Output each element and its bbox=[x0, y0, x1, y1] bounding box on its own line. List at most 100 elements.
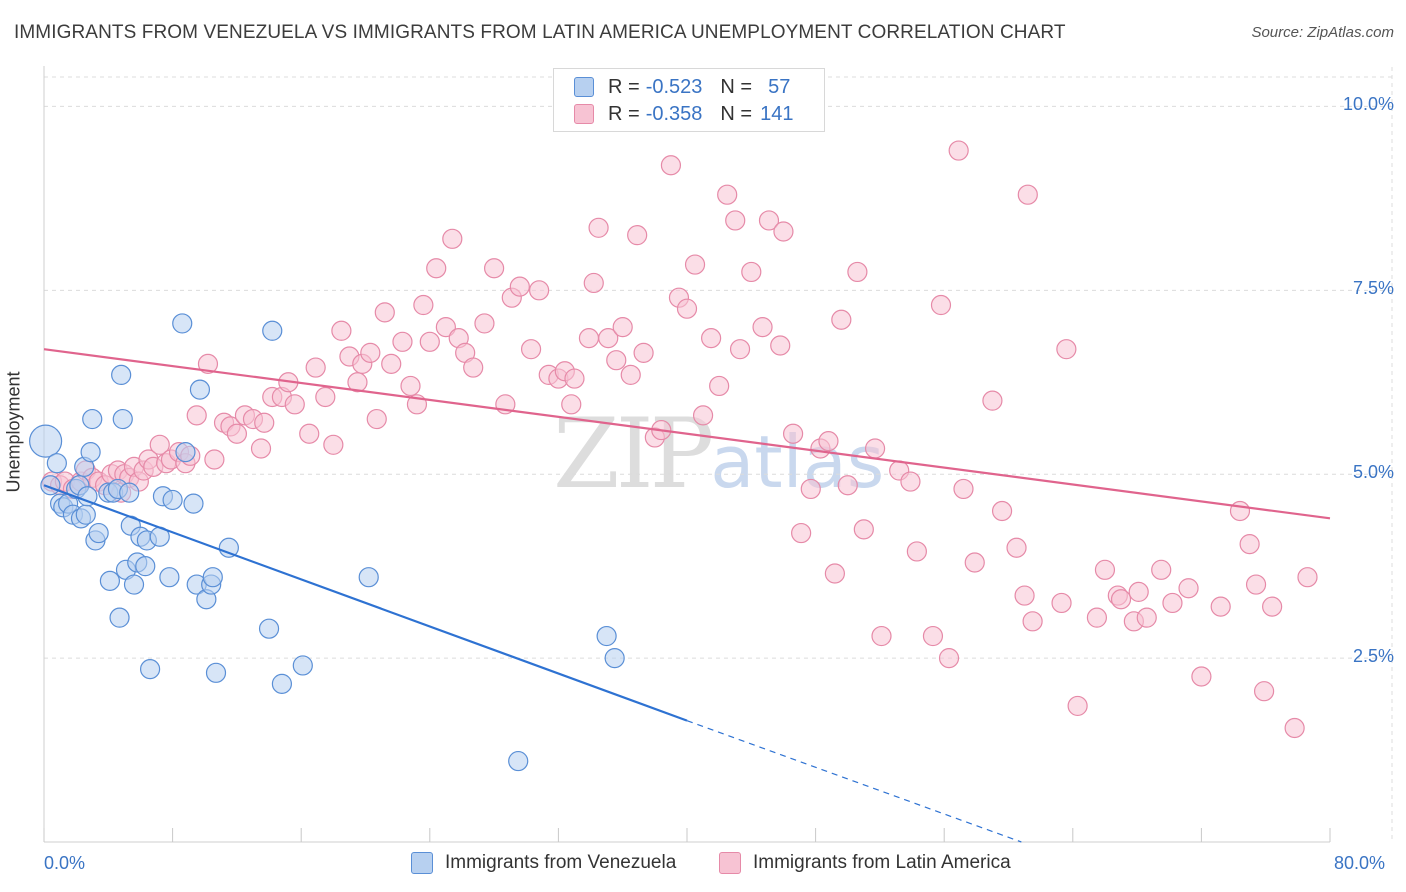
latin-america-point bbox=[725, 210, 746, 231]
latin-america-point bbox=[709, 375, 730, 397]
latin-america-point bbox=[305, 357, 326, 378]
legend-n-label: N = bbox=[720, 102, 753, 125]
latin-america-point bbox=[692, 405, 714, 426]
latin-america-point bbox=[864, 438, 886, 459]
watermark-zip: ZIP bbox=[553, 398, 714, 510]
latin-america-point bbox=[831, 309, 852, 330]
latin-america-point bbox=[1253, 681, 1275, 702]
y-tick-label: 5.0% bbox=[1352, 462, 1394, 483]
latin-america-point bbox=[1210, 596, 1231, 617]
latin-america-point bbox=[442, 228, 463, 249]
venezuela-point bbox=[508, 750, 529, 772]
venezuela-point bbox=[205, 662, 227, 683]
x-tick-label-min: 0.0% bbox=[44, 853, 86, 873]
venezuela-point bbox=[40, 475, 61, 496]
latin-america-point bbox=[1128, 581, 1149, 603]
latin-america-point bbox=[620, 364, 641, 386]
latin-america-point bbox=[435, 316, 456, 338]
latin-america-point bbox=[922, 625, 944, 647]
latin-america-point bbox=[906, 541, 927, 562]
venezuela-point bbox=[111, 364, 132, 386]
venezuela-point bbox=[172, 313, 193, 334]
venezuela-point bbox=[596, 625, 617, 647]
latin-america-point bbox=[1006, 537, 1027, 558]
legend-r-value: -0.523 bbox=[645, 75, 703, 98]
latin-america-point bbox=[770, 335, 791, 356]
latin-america-point bbox=[930, 294, 952, 316]
legend-item-venezuela[interactable]: Immigrants from Venezuela bbox=[411, 852, 676, 874]
x-tick-label-max: 80.0% bbox=[1334, 853, 1386, 873]
latin-america-point bbox=[948, 140, 969, 161]
legend-swatch-latin-america bbox=[574, 104, 594, 124]
latin-america-point bbox=[824, 563, 845, 584]
latin-america-point bbox=[1297, 567, 1318, 588]
latin-america-point bbox=[741, 261, 762, 283]
latin-america-point bbox=[871, 625, 892, 647]
legend-label-latin-america: Immigrants from Latin America bbox=[753, 852, 1011, 873]
latin-america-point bbox=[1262, 596, 1283, 617]
latin-america-point bbox=[484, 258, 505, 279]
correlation-legend: R = -0.523 N = 57 R = -0.358 N = 141 bbox=[553, 68, 825, 132]
venezuela-point bbox=[46, 453, 67, 474]
latin-america-point bbox=[953, 478, 974, 500]
venezuela-point bbox=[119, 482, 140, 503]
venezuela-point bbox=[218, 537, 239, 558]
venezuela-point bbox=[271, 673, 293, 694]
latin-america-point bbox=[564, 368, 585, 389]
latin-america-point bbox=[1067, 695, 1088, 717]
legend-item-latin-america[interactable]: Immigrants from Latin America bbox=[719, 852, 1011, 874]
latin-america-point bbox=[509, 276, 530, 297]
legend-r-label: R = bbox=[608, 75, 640, 98]
latin-america-point bbox=[660, 155, 682, 176]
latin-america-point bbox=[758, 210, 780, 231]
source-credit: Source: ZipAtlas.com bbox=[1251, 24, 1394, 41]
latin-america-point bbox=[1014, 585, 1035, 606]
venezuela-points bbox=[29, 313, 625, 772]
latin-america-point bbox=[612, 316, 633, 338]
latin-america-point bbox=[701, 328, 722, 349]
latin-america-point bbox=[717, 184, 738, 205]
axes bbox=[43, 66, 1331, 843]
latin-america-point bbox=[1136, 607, 1157, 628]
venezuela-point bbox=[29, 424, 63, 458]
y-tick-label: 10.0% bbox=[1342, 94, 1394, 115]
latin-america-point bbox=[520, 339, 542, 360]
latin-america-point bbox=[413, 294, 434, 316]
y-tick-label: 2.5% bbox=[1352, 646, 1394, 667]
latin-america-point bbox=[782, 423, 804, 444]
latin-america-point bbox=[1086, 607, 1108, 628]
latin-america-point bbox=[1178, 578, 1199, 599]
legend-r-value: -0.358 bbox=[645, 102, 703, 125]
venezuela-point bbox=[258, 618, 280, 639]
latin-america-point bbox=[400, 375, 421, 397]
latin-america-point bbox=[197, 353, 219, 374]
latin-america-point bbox=[676, 298, 698, 319]
latin-america-point bbox=[1245, 574, 1267, 595]
latin-america-point bbox=[598, 328, 619, 349]
legend-row-venezuela: R = -0.523 N = 57 bbox=[574, 75, 790, 99]
latin-america-point bbox=[588, 217, 609, 238]
latin-america-point bbox=[463, 357, 484, 378]
latin-america-points bbox=[41, 140, 1318, 739]
trend-lines bbox=[43, 348, 1331, 843]
venezuela-point bbox=[262, 320, 283, 341]
latin-america-point bbox=[360, 342, 381, 363]
latin-america-point bbox=[426, 258, 447, 279]
latin-america-point bbox=[474, 313, 495, 334]
latin-america-point bbox=[818, 431, 839, 452]
venezuela-point bbox=[135, 556, 156, 577]
latin-america-trend-line bbox=[43, 348, 1331, 520]
latin-america-point bbox=[1022, 611, 1043, 632]
legend-row-latin-america: R = -0.358 N = 141 bbox=[574, 102, 793, 126]
latin-america-point bbox=[578, 328, 600, 349]
legend-label-venezuela: Immigrants from Venezuela bbox=[445, 852, 677, 873]
legend-n-value: 57 bbox=[768, 75, 791, 98]
latin-america-point bbox=[1056, 339, 1077, 360]
latin-america-point bbox=[982, 390, 1003, 411]
venezuela-point bbox=[88, 522, 109, 544]
latin-america-point bbox=[323, 434, 344, 455]
venezuela-point bbox=[183, 493, 204, 514]
venezuela-trend-extension bbox=[686, 720, 1022, 843]
legend-r-label: R = bbox=[608, 102, 640, 125]
legend-swatch-latin-america bbox=[719, 852, 741, 874]
